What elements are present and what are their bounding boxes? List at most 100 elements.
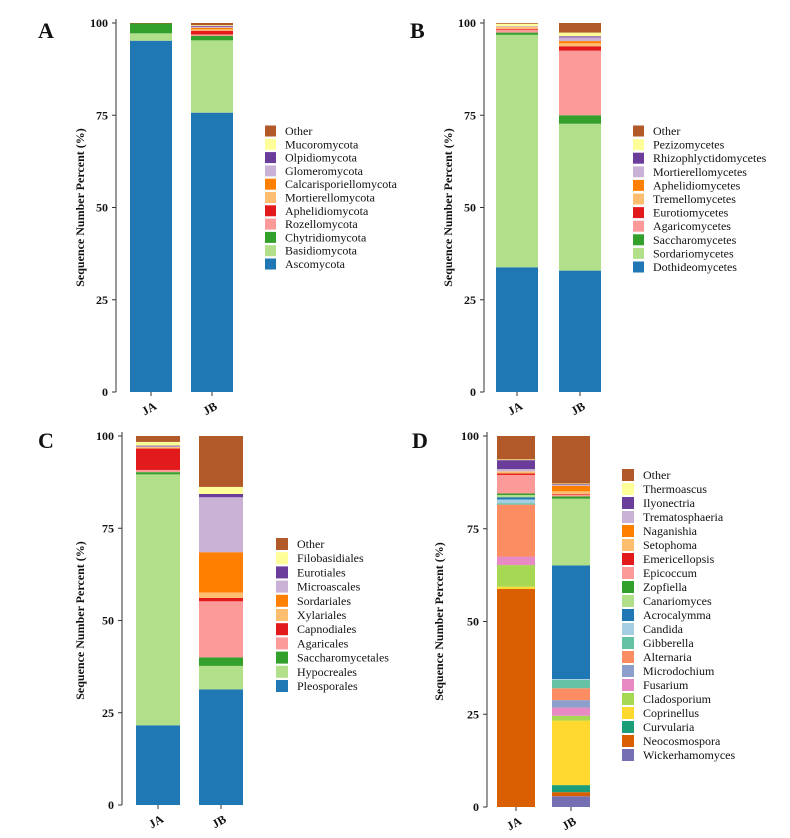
legend-label: Wickerhamomyces [643,748,735,762]
legend-item-pezizomycetes: Pezizomycetes [633,138,725,152]
legend-swatch [265,165,276,177]
y-tick-label: 50 [467,615,479,629]
bar-segment-ja-other [136,436,180,442]
panel-letter: D [412,428,428,453]
legend-item-other: Other [276,537,324,551]
legend-swatch [276,637,288,650]
legend-item-hypocreales: Hypocreales [276,665,357,679]
bar-segment-jb-agaricales [199,601,243,658]
y-tick-label: 75 [464,108,476,122]
bar-segment-ja-pleosporales [136,725,180,805]
legend-label: Hypocreales [297,665,357,679]
legend-item-rozellomycota: Rozellomycota [265,217,358,231]
legend-swatch [276,680,288,692]
bar-segment-jb-coprinellus [552,720,590,786]
legend-label: Eurotiomycetes [653,206,729,220]
legend-item-other: Other [633,124,680,138]
bar-segment-jb-thermoascus [552,483,590,485]
legend-swatch [622,609,634,621]
bar-segment-jb-zopfiella [552,496,590,499]
bar-segment-jb-mortierellomycetes [559,37,601,42]
legend-label: Zopfiella [643,580,688,594]
panel-letter: B [410,18,425,43]
legend-swatch [622,651,634,663]
bar-segment-jb-setophoma [552,491,590,495]
legend-swatch [633,261,644,273]
legend-item-other: Other [622,468,670,482]
legend-swatch [276,665,288,678]
legend-item-wickerhamomyces: Wickerhamomyces [622,748,735,762]
bar-segment-jb-hypocreales [199,665,243,690]
legend-label: Emericellopsis [643,552,715,566]
y-tick-label: 50 [96,201,108,215]
legend: OtherMucoromycotaOlpidiomycotaGlomeromyc… [265,124,398,271]
legend-label: Setophoma [643,538,698,552]
bar-segment-jb-naganishia [552,485,590,492]
y-axis-title: Sequence Number Percent (%) [432,542,446,701]
legend-item-epicoccum: Epicoccum [622,566,698,580]
y-tick-label: 100 [458,16,476,30]
legend-swatch [276,623,288,636]
legend-item-setophoma: Setophoma [622,538,698,552]
legend-swatch [622,595,634,607]
legend-item-other: Other [265,124,312,138]
legend-swatch [622,525,634,537]
legend-item-zopfiella: Zopfiella [622,580,688,594]
y-tick-label: 50 [464,201,476,215]
bar-segment-jb-acrocalymma [552,565,590,680]
bar-segment-ja-other [130,23,172,24]
legend-label: Acrocalymma [643,608,712,622]
bar-segment-ja-thermoascus [497,459,535,461]
bar-segment-jb-glomeromycota [191,26,233,28]
legend-swatch [265,205,276,217]
legend-label: Mortierellomycetes [653,165,747,179]
legend-label: Agaricales [297,636,349,650]
bar-segment-ja-ascomycota [130,40,172,392]
legend-item-alternaria: Alternaria [622,650,692,664]
legend-label: Ascomycota [285,257,346,271]
legend-item-tremellomycetes: Tremellomycetes [633,192,736,206]
x-tick-label: JA [146,812,166,832]
legend-label: Olpidiomycota [285,151,358,165]
legend-swatch [622,721,634,733]
legend-item-chytridiomycota: Chytridiomycota [265,230,367,244]
panel-a: A 0 25 50 75 100 Sequence Number Percent (%) JA… [38,16,398,418]
bar-segment-jb-rozellomycota [191,34,233,36]
bar-ja [130,23,172,392]
legend-label: Eurotiales [297,565,346,579]
bar-segment-ja-eurotiales [136,445,180,447]
y-tick-label: 75 [467,522,479,536]
bar-segment-jb-pezizomycetes [559,32,601,37]
x-tick-label: JA [505,399,525,419]
bar-segment-jb-mortierellomycota [191,29,233,31]
bar-segment-ja-mortierellomycetes [496,25,538,27]
legend-item-neocosmospora: Neocosmospora [622,734,721,748]
bar-segment-jb-candida [552,679,590,680]
bar-segment-jb-neocosmospora [552,792,590,797]
legend-item-mucoromycota: Mucoromycota [265,137,359,151]
legend: OtherFilobasidialesEurotialesMicroascale… [276,537,389,693]
legend-item-aphelidiomycetes: Aphelidiomycetes [633,178,741,192]
x-tick-label: JB [559,814,578,833]
bar-segment-jb-epicoccum [552,494,590,497]
y-tick-label: 25 [464,293,476,307]
legend-label: Filobasidiales [297,551,364,565]
legend-swatch [622,553,634,565]
legend-item-sordariales: Sordariales [276,594,351,608]
legend-item-microdochium: Microdochium [622,664,715,678]
legend-label: Sordariomycetes [653,246,734,260]
legend-label: Other [297,537,324,551]
y-axis-title: Sequence Number Percent (%) [73,128,87,287]
legend-item-naganishia: Naganishia [622,524,698,538]
legend-swatch [622,707,634,719]
bar-segment-jb-aphelidiomycetes [559,41,601,44]
legend-swatch [633,220,644,232]
bar-segment-ja-basidiomycota [130,33,172,41]
y-tick-label: 25 [467,707,479,721]
legend-item-ilyonectria: Ilyonectria [622,496,696,510]
panel-d: D 0 25 50 75 100 Sequence Number Percent (%) JA… [412,428,735,833]
y-tick-label: 0 [102,385,108,399]
legend-label: Coprinellus [643,706,699,720]
y-tick-label: 0 [108,798,114,812]
legend-swatch [633,247,644,259]
